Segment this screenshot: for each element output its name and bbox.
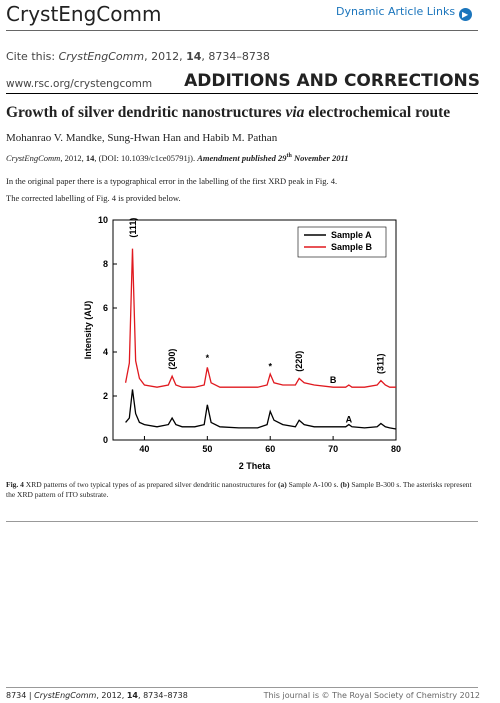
legend-box [297,226,387,258]
section: ADDITIONS AND CORRECTIONS [184,71,480,91]
annotation: * [206,353,210,363]
text-segment: , 2012, [60,153,86,163]
text-segment: 14 [186,50,202,63]
y-tick-label: 0 [103,435,108,445]
text-segment: November 2011 [291,153,349,163]
x-tick-label: 70 [328,444,338,454]
text-segment: Sample A-100 s. [286,480,341,489]
article-links[interactable]: Dynamic Article Links ▶ [336,5,472,21]
annotation: B [330,375,337,385]
body-text: In the original paper there is a typogra… [6,176,338,186]
x-tick-label: 60 [265,444,275,454]
text-segment: Cite this: [6,50,59,63]
series-line [125,389,397,430]
body-text: The corrected labelling of Fig. 4 is pro… [6,193,181,203]
x-tick-label: 50 [202,444,212,454]
y-tick-label: 8 [103,259,108,269]
y-tick-label: 10 [98,215,108,225]
text-segment: , 8734–8738 [138,691,188,700]
caption: Fig. 4 XRD patterns of two typical types… [6,480,478,500]
text-segment: CrystEngComm [34,691,97,700]
text-segment: via [285,104,305,121]
text-segment: Sample B-300 s. The asterisks represent … [6,480,472,499]
legend-label: Sample A [331,230,372,240]
url[interactable]: www.rsc.org/crystengcomm [6,78,153,90]
series-line [124,248,396,388]
text-segment: XRD patterns of two typical types of as … [23,480,279,489]
text-segment: , 2012, [96,691,127,700]
x-tick-label: 80 [391,444,401,454]
text-segment: CrystEngComm [6,153,61,163]
text-segment: electrochemical route [304,104,451,121]
y-tick-label: 4 [103,347,108,357]
text-segment: Amendment published 29 [197,153,287,163]
annotation: (220) [294,351,304,372]
footer-right: This journal is © The Royal Society of C… [263,691,480,700]
text-segment: 14 [85,153,95,163]
text-segment: (a) [278,480,287,489]
footer-left: 8734 | CrystEngComm, 2012, 14, 8734–8738 [6,691,188,700]
annotation: A [346,414,353,424]
text-segment: , 8734–8738 [201,50,270,63]
authors: Mohanrao V. Mandke, Sung-Hwan Han and Ha… [6,132,278,144]
plot-frame [112,219,397,441]
reference: CrystEngComm, 2012, 14, (DOI: 10.1039/c1… [6,153,349,163]
journal-name: CrystEngComm [6,2,162,26]
cite-line: Cite this: CrystEngComm, 2012, 14, 8734–… [6,50,270,63]
text-segment: CrystEngComm [58,50,145,63]
text-segment: 8734 | [6,691,35,700]
legend-label: Sample B [331,242,373,252]
annotation: (111) [128,218,138,238]
text-segment: 14 [126,691,138,700]
x-axis-label: 2 Theta [239,461,272,471]
text-segment: th [286,153,292,160]
xrd-chart: 40 50 60 70 80 0 2 4 6 8 10 2 Theta Intensity (AU) Sa… [83,215,401,471]
y-tick-label: 2 [103,391,108,401]
text-segment: (b) [340,480,350,489]
text-segment: Growth of silver dendritic nanostructure… [6,104,286,121]
annotation: (311) [375,353,385,374]
links-text[interactable]: Dynamic Article Links [336,5,456,18]
x-tick-label: 40 [139,444,149,454]
annotation: * [268,362,272,372]
article-title: Growth of silver dendritic nanostructure… [6,104,450,122]
y-tick-label: 6 [103,303,108,313]
text-segment: Fig. 4 [6,480,24,489]
text-segment: , 2012, [144,50,187,63]
y-axis-label: Intensity (AU) [83,301,93,360]
text-segment: , (DOI: 10.1039/c1ce05791j). [94,153,198,163]
annotation: (200) [167,349,177,370]
